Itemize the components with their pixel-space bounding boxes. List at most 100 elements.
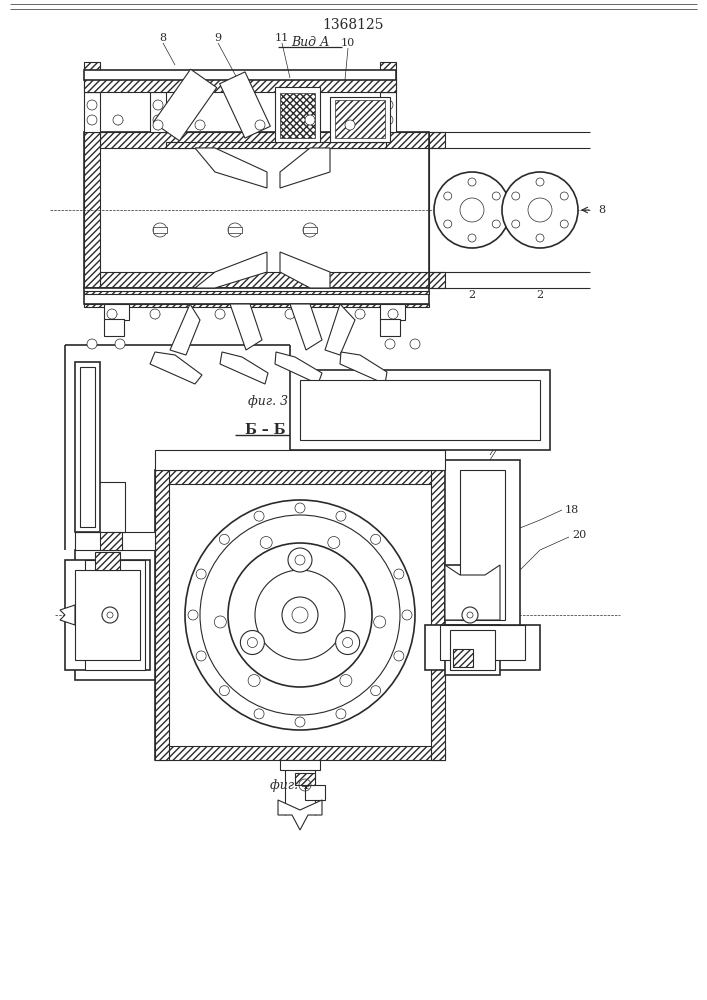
Polygon shape xyxy=(340,352,387,384)
Circle shape xyxy=(560,220,568,228)
Bar xyxy=(100,132,445,148)
Circle shape xyxy=(240,631,264,654)
Circle shape xyxy=(214,616,226,628)
Polygon shape xyxy=(325,304,355,355)
Circle shape xyxy=(345,120,355,130)
Bar xyxy=(445,625,500,675)
Circle shape xyxy=(355,309,365,319)
Circle shape xyxy=(560,192,568,200)
Bar xyxy=(453,649,473,667)
Bar xyxy=(380,92,396,132)
Circle shape xyxy=(219,686,229,696)
Bar xyxy=(104,304,129,320)
Bar xyxy=(380,62,396,92)
Bar xyxy=(275,87,320,142)
Circle shape xyxy=(247,638,257,648)
Circle shape xyxy=(219,534,229,544)
Bar xyxy=(155,450,445,470)
Bar xyxy=(440,625,525,660)
Circle shape xyxy=(254,511,264,521)
Text: 20: 20 xyxy=(572,530,586,540)
Circle shape xyxy=(260,536,272,548)
Text: Вид А: Вид А xyxy=(291,35,329,48)
Bar xyxy=(425,625,540,670)
Circle shape xyxy=(512,192,520,200)
Bar xyxy=(75,532,155,550)
Bar xyxy=(75,550,155,680)
Circle shape xyxy=(295,503,305,513)
Circle shape xyxy=(115,339,125,349)
Bar xyxy=(450,630,495,670)
Circle shape xyxy=(468,178,476,186)
Polygon shape xyxy=(230,304,262,350)
Circle shape xyxy=(228,223,242,237)
Circle shape xyxy=(502,172,578,248)
Circle shape xyxy=(374,616,386,628)
Circle shape xyxy=(195,120,205,130)
Circle shape xyxy=(385,339,395,349)
Circle shape xyxy=(468,234,476,242)
Circle shape xyxy=(248,675,260,687)
Text: 2: 2 xyxy=(537,290,544,300)
Circle shape xyxy=(336,631,360,654)
Circle shape xyxy=(444,192,452,200)
Polygon shape xyxy=(280,148,330,188)
Circle shape xyxy=(536,178,544,186)
Polygon shape xyxy=(290,304,322,350)
Bar xyxy=(155,746,445,760)
Circle shape xyxy=(113,115,123,125)
Polygon shape xyxy=(170,304,200,355)
Polygon shape xyxy=(275,352,322,384)
Circle shape xyxy=(305,115,315,125)
Circle shape xyxy=(255,120,265,130)
Bar xyxy=(80,367,95,527)
Circle shape xyxy=(462,607,478,623)
Bar xyxy=(155,470,445,760)
Circle shape xyxy=(394,651,404,661)
Bar xyxy=(330,97,390,142)
Bar xyxy=(431,470,445,760)
Circle shape xyxy=(512,220,520,228)
Circle shape xyxy=(153,223,167,237)
Circle shape xyxy=(492,220,501,228)
Bar xyxy=(85,560,145,670)
Text: 1368125: 1368125 xyxy=(322,18,384,32)
Polygon shape xyxy=(60,605,75,625)
Circle shape xyxy=(153,120,163,130)
Circle shape xyxy=(370,686,380,696)
Bar xyxy=(84,70,396,80)
Circle shape xyxy=(370,534,380,544)
Text: 18: 18 xyxy=(565,505,579,515)
Bar xyxy=(380,304,405,320)
Circle shape xyxy=(295,555,305,565)
Circle shape xyxy=(536,234,544,242)
Text: 2: 2 xyxy=(506,418,514,432)
Circle shape xyxy=(102,607,118,623)
Circle shape xyxy=(185,500,415,730)
Circle shape xyxy=(254,709,264,719)
Bar xyxy=(460,470,505,620)
Bar xyxy=(75,362,100,532)
Bar xyxy=(150,92,166,132)
Polygon shape xyxy=(150,352,202,384)
Bar xyxy=(84,291,429,294)
Circle shape xyxy=(188,610,198,620)
Circle shape xyxy=(196,651,206,661)
Circle shape xyxy=(292,607,308,623)
Polygon shape xyxy=(278,800,322,830)
Circle shape xyxy=(343,638,353,648)
Circle shape xyxy=(434,172,510,248)
Polygon shape xyxy=(280,252,330,288)
Bar xyxy=(290,370,550,450)
Polygon shape xyxy=(220,352,268,384)
Circle shape xyxy=(444,220,452,228)
Bar xyxy=(104,319,124,336)
Circle shape xyxy=(200,515,400,715)
Bar xyxy=(75,570,140,660)
Circle shape xyxy=(255,570,345,660)
Circle shape xyxy=(336,511,346,521)
Bar xyxy=(305,785,325,800)
Polygon shape xyxy=(445,565,500,620)
Bar xyxy=(380,319,400,336)
Circle shape xyxy=(107,612,113,618)
